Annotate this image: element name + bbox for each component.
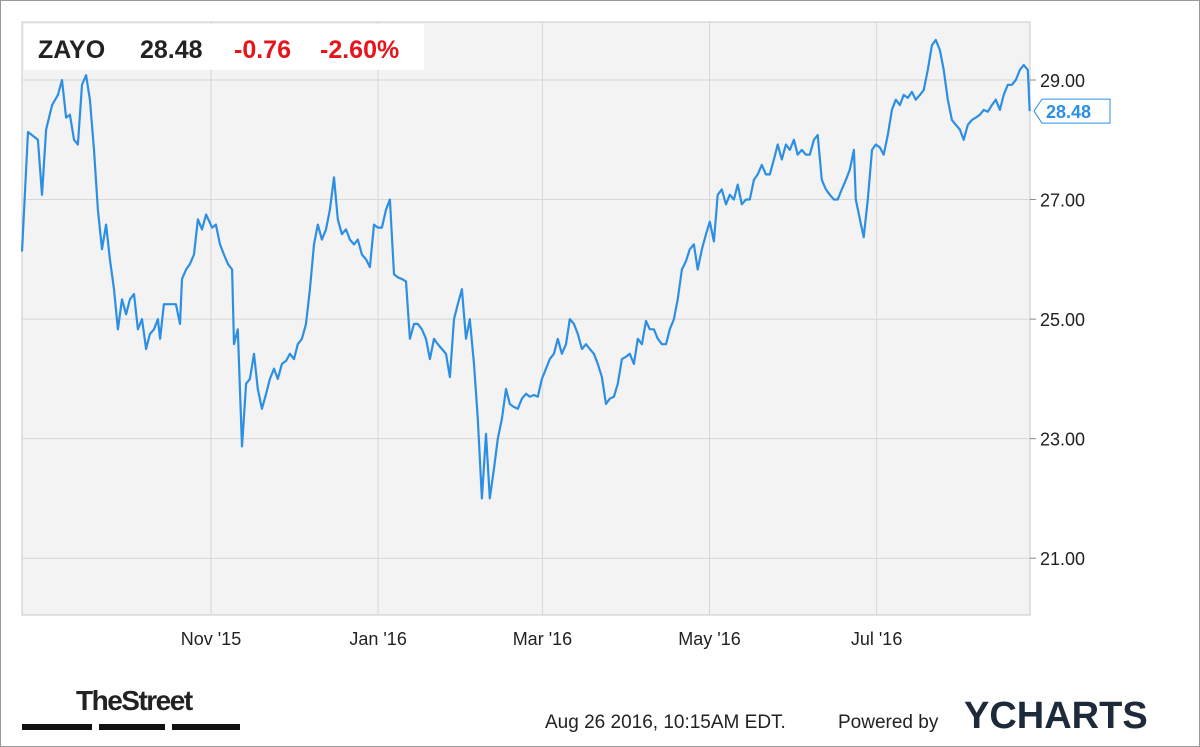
brand-bar xyxy=(22,724,92,730)
x-tick-label: Mar '16 xyxy=(513,629,572,649)
x-tick-label: May '16 xyxy=(678,629,740,649)
header-box xyxy=(24,24,424,70)
last-value-label: 28.48 xyxy=(1046,102,1091,122)
brand-bar xyxy=(99,724,165,730)
y-tick-label: 25.00 xyxy=(1040,310,1085,330)
provider-logo: YCHARTS xyxy=(964,695,1148,737)
change: -0.76 xyxy=(234,36,291,64)
change-pct: -2.60% xyxy=(320,36,399,64)
powered-by: Powered by xyxy=(838,712,939,733)
lines xyxy=(20,38,1111,500)
grid xyxy=(22,22,1036,615)
plot-area xyxy=(21,21,1031,616)
x-tick-label: Jan '16 xyxy=(349,629,406,649)
last-value-badge xyxy=(1033,98,1111,124)
y-tick-label: 23.00 xyxy=(1040,430,1085,450)
price-line xyxy=(20,38,1031,500)
x-tick-label: Nov '15 xyxy=(181,629,241,649)
price: 28.48 xyxy=(140,36,203,64)
ticker: ZAYO xyxy=(38,36,105,64)
brand-bar xyxy=(172,724,240,730)
timestamp: Aug 26 2016, 10:15AM EDT. xyxy=(545,712,786,733)
brand: TheStreet xyxy=(76,685,193,716)
y-tick-label: 29.00 xyxy=(1040,71,1085,91)
y-tick-label: 27.00 xyxy=(1040,191,1085,211)
x-tick-label: Jul '16 xyxy=(851,629,902,649)
y-tick-label: 21.00 xyxy=(1040,549,1085,569)
